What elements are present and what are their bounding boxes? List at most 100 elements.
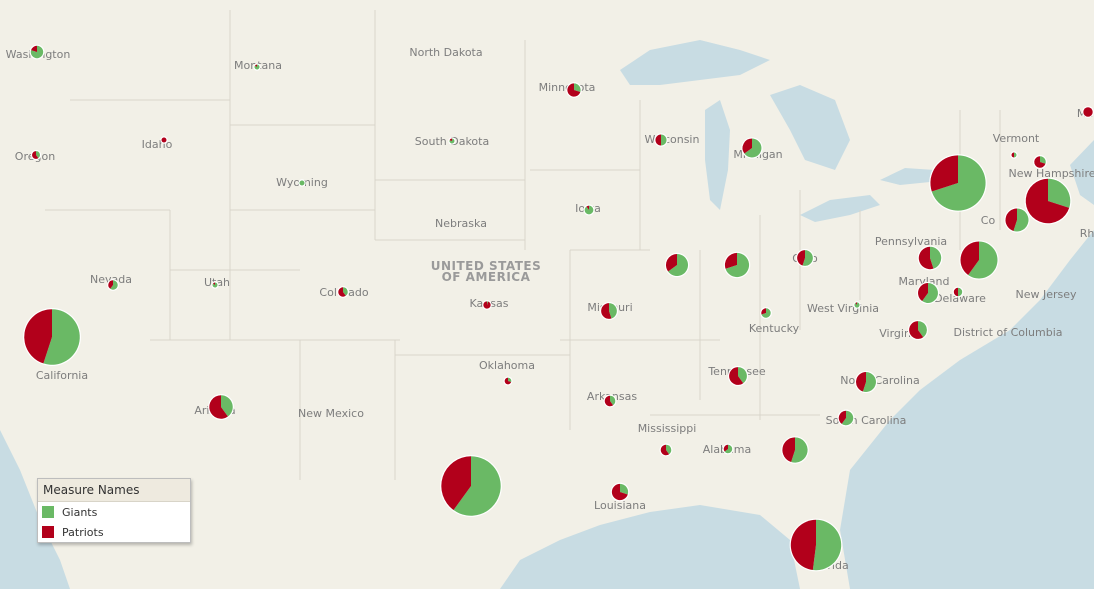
pie-florida[interactable] [789,518,843,572]
pie-slice-patriots [209,395,228,419]
pie-colorado[interactable] [337,286,349,298]
pie-slice-giants [931,155,986,211]
state-label-mississippi: Mississippi [638,422,697,435]
pie-alabama[interactable] [722,443,734,455]
pie-montana[interactable] [253,63,261,71]
atlantic-ocean [840,230,1094,589]
pie-pennsylvania[interactable] [917,245,943,271]
pie-slice-patriots [1034,156,1046,168]
pie-slice-patriots [838,410,846,424]
pie-slice-patriots [441,456,471,511]
pie-slice-giants [661,134,667,146]
pie-arkansas[interactable] [603,394,617,408]
pie-slice-patriots [655,134,661,146]
pie-virginia[interactable] [907,319,929,341]
pie-slice-patriots [1005,208,1017,231]
pie-slice-patriots [856,372,866,392]
pie-iowa[interactable] [583,204,595,216]
pie-slice-giants [738,367,747,384]
pie-slice-giants [43,309,80,365]
pie-california[interactable] [23,308,81,366]
pie-slice-giants [110,280,118,290]
pie-slice-giants [36,151,40,159]
pie-ohio[interactable] [795,248,815,268]
pie-slice-patriots [1011,152,1014,158]
pie-slice-giants [744,138,762,158]
pie-connecticut[interactable] [1004,207,1030,233]
pie-slice-patriots [483,301,491,309]
pie-slice-giants [761,308,771,318]
pie-louisiana[interactable] [610,482,630,502]
pie-maryland[interactable] [916,281,940,305]
pie-massachusetts[interactable] [1024,177,1072,225]
pie-missouri[interactable] [599,301,619,321]
pie-slice-giants [918,321,927,338]
pie-slice-patriots [601,303,612,319]
gulf-of-maine [1070,140,1094,205]
lake-michigan [705,100,730,210]
pie-slice-patriots [586,205,589,210]
country-label-line1: UNITED STATES [431,259,542,273]
pie-kentucky[interactable] [760,307,772,319]
pie-slice-patriots [161,137,167,143]
pie-slice-patriots [31,45,37,52]
pie-nevada[interactable] [107,279,119,291]
legend-item-patriots[interactable]: Patriots [38,522,190,542]
pie-slice-patriots [338,287,346,297]
legend[interactable]: Measure Names Giants Patriots [37,478,191,543]
pie-west-virginia[interactable] [853,301,861,309]
lake-huron [770,85,850,170]
pie-slice-giants [930,246,942,269]
pie-slice-patriots [1083,107,1093,117]
pie-oklahoma[interactable] [503,376,513,386]
pie-idaho[interactable] [160,136,168,144]
pie-slice-patriots [855,302,857,305]
pie-new-jersey[interactable] [959,240,999,280]
pie-slice-giants [609,303,617,319]
pie-oregon[interactable] [30,149,42,161]
pie-mississippi[interactable] [659,443,673,457]
pie-north-carolina[interactable] [854,370,878,394]
pie-nevada-arizona[interactable] [208,394,234,420]
pie-georgia[interactable] [781,436,809,464]
pie-south-dakota[interactable] [448,137,456,145]
pie-wisconsin[interactable] [654,133,668,147]
pie-slice-giants [958,287,963,297]
pie-illinois[interactable] [664,252,690,278]
pie-vermont[interactable] [1010,151,1018,159]
pie-wyoming[interactable] [298,179,306,187]
state-label-pennsylvania: Pennsylvania [875,235,947,248]
pie-slice-giants [1014,152,1017,158]
pie-slice-patriots [660,444,670,456]
pie-tennessee[interactable] [727,365,749,387]
pie-slice-giants [610,395,616,406]
pie-maine[interactable] [1082,106,1094,118]
pie-minnesota[interactable] [566,82,582,98]
state-label-new-mexico: New Mexico [298,407,364,420]
pie-markers[interactable] [23,44,1094,572]
pie-slice-giants [922,283,938,303]
pie-slice-patriots [960,241,979,275]
pie-texas[interactable] [440,455,502,517]
pie-indiana[interactable] [723,251,751,279]
pie-utah[interactable] [211,281,219,289]
state-label-connecticut: Co [981,214,996,227]
pie-michigan[interactable] [741,137,763,159]
state-label-idaho: Idaho [142,138,173,151]
pie-slice-patriots [504,377,512,385]
pie-slice-patriots [953,287,958,297]
pie-slice-giants [1048,178,1071,208]
pie-washington[interactable] [29,44,45,60]
pie-slice-giants [212,282,218,288]
pie-south-carolina[interactable] [837,409,855,427]
pie-slice-giants [1040,156,1046,164]
state-label-new-jersey: New Jersey [1015,288,1077,301]
pie-new-york[interactable] [929,154,987,212]
pie-kansas[interactable] [482,300,492,310]
pie-new-hampshire[interactable] [1033,155,1047,169]
legend-item-giants[interactable]: Giants [38,502,190,522]
pie-delaware[interactable] [952,286,964,298]
pie-slice-patriots [449,138,452,141]
state-label-north-carolina: North Carolina [840,374,920,387]
